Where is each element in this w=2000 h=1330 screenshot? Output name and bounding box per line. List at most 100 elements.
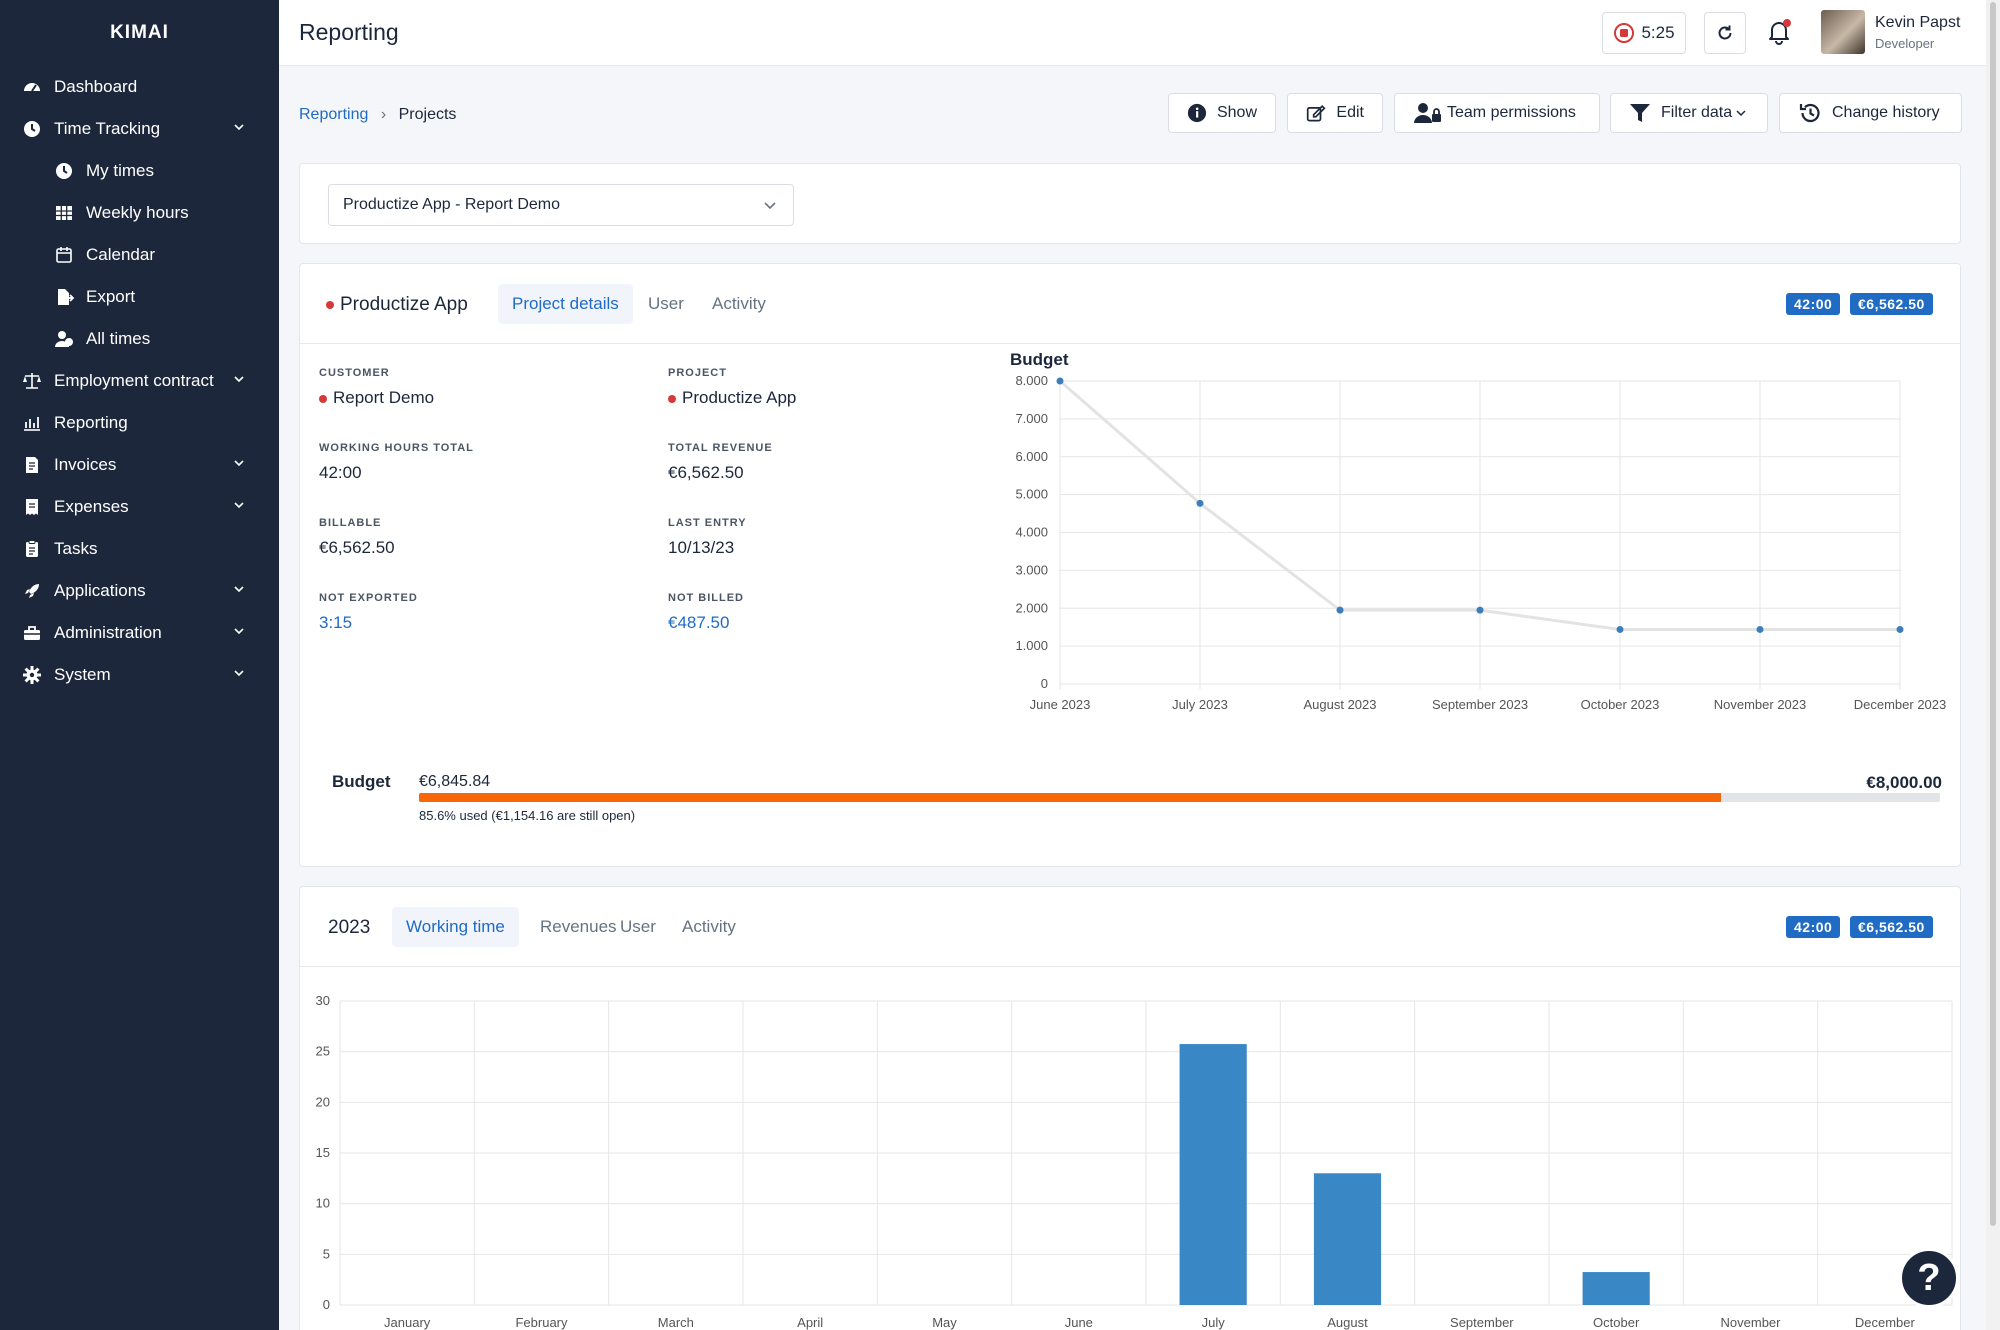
sidebar-item-calendar[interactable]: Calendar xyxy=(0,234,279,276)
page-scrollbar[interactable] xyxy=(1986,0,2000,1330)
last-entry-label: LAST ENTRY xyxy=(668,517,747,529)
user-name[interactable]: Kevin Papst xyxy=(1875,14,1961,31)
x-tick-label: September xyxy=(1450,1315,1514,1330)
sidebar-item-employment-contract[interactable]: Employment contract xyxy=(0,360,279,402)
history-icon xyxy=(1799,103,1820,123)
project-label: PROJECT xyxy=(668,367,727,379)
y-tick-label: 8.000 xyxy=(1015,373,1048,388)
notifications-button[interactable] xyxy=(1766,18,1796,48)
user-role: Developer xyxy=(1875,36,1935,51)
sidebar: KIMAI Dashboard Time Tracking My times Week… xyxy=(0,0,279,1330)
edit-button[interactable]: Edit xyxy=(1287,93,1383,133)
customer-name: Report Demo xyxy=(333,388,435,407)
x-tick-label: December 2023 xyxy=(1854,697,1947,712)
x-tick-label: February xyxy=(515,1315,568,1330)
sidebar-item-applications[interactable]: Applications xyxy=(0,570,279,612)
x-tick-label: May xyxy=(932,1315,957,1330)
project-color-dot xyxy=(326,300,334,309)
tab-project-details[interactable]: Project details xyxy=(498,284,633,324)
sidebar-item-dashboard[interactable]: Dashboard xyxy=(0,66,279,108)
clock-icon xyxy=(22,119,42,139)
data-point[interactable] xyxy=(1756,625,1764,633)
sidebar-item-label: Tasks xyxy=(54,539,98,558)
year-card-header: 2023 Working time Revenues User Activity… xyxy=(300,887,1960,967)
user-avatar[interactable] xyxy=(1821,10,1865,54)
y-tick-label: 7.000 xyxy=(1015,411,1048,426)
scrollbar-thumb[interactable] xyxy=(1990,2,1996,1226)
revenue-label: TOTAL REVENUE xyxy=(668,442,773,454)
sidebar-item-label: My times xyxy=(86,161,154,180)
sidebar-item-label: Expenses xyxy=(54,497,129,516)
bar-october[interactable] xyxy=(1582,1272,1650,1305)
brand-logo[interactable]: KIMAI xyxy=(110,22,169,43)
sidebar-item-weekly-hours[interactable]: Weekly hours xyxy=(0,192,279,234)
show-button[interactable]: Show xyxy=(1168,93,1276,133)
not-exported-value[interactable]: 3:15 xyxy=(319,613,353,632)
x-tick-label: November 2023 xyxy=(1714,697,1807,712)
sidebar-item-system[interactable]: System xyxy=(0,654,279,696)
clipboard-icon xyxy=(22,539,42,559)
sidebar-item-my-times[interactable]: My times xyxy=(0,150,279,192)
x-tick-label: January xyxy=(384,1315,431,1330)
active-timer-button[interactable]: 5:25 xyxy=(1602,12,1686,54)
not-billed-value[interactable]: €487.50 xyxy=(668,613,730,632)
sidebar-item-label: All times xyxy=(86,329,151,348)
sidebar-item-expenses[interactable]: Expenses xyxy=(0,486,279,528)
project-select[interactable]: Productize App - Report Demo xyxy=(328,184,794,226)
sidebar-item-time-tracking[interactable]: Time Tracking xyxy=(0,108,279,150)
bar-july[interactable] xyxy=(1179,1044,1247,1305)
project-selector-card: Productize App - Report Demo xyxy=(299,163,1961,244)
show-label: Show xyxy=(1216,104,1257,121)
data-point[interactable] xyxy=(1616,625,1624,633)
project-select-value: Productize App - Report Demo xyxy=(343,196,560,213)
tab-revenues[interactable]: Revenues xyxy=(540,917,617,936)
change-history-button[interactable]: Change history xyxy=(1779,93,1962,133)
budget-progress-fill xyxy=(419,793,1721,802)
x-tick-label: August 2023 xyxy=(1303,697,1376,712)
chevron-down-icon xyxy=(764,202,776,210)
calendar-icon xyxy=(54,245,74,265)
data-point[interactable] xyxy=(1896,625,1904,633)
tab-activity[interactable]: Activity xyxy=(682,917,736,936)
sidebar-item-invoices[interactable]: Invoices xyxy=(0,444,279,486)
tab-user[interactable]: User xyxy=(648,294,684,313)
chevron-down-icon xyxy=(234,502,244,509)
bell-icon xyxy=(1769,19,1791,45)
sidebar-item-export[interactable]: Export xyxy=(0,276,279,318)
tab-working-time[interactable]: Working time xyxy=(392,907,519,947)
data-point[interactable] xyxy=(1476,606,1484,614)
tab-activity[interactable]: Activity xyxy=(712,294,766,313)
team-permissions-button[interactable]: Team permissions xyxy=(1394,93,1600,133)
chevron-down-icon xyxy=(1736,110,1746,117)
x-tick-label: October 2023 xyxy=(1581,697,1660,712)
sidebar-item-label: Export xyxy=(86,287,136,306)
sidebar-item-label: Dashboard xyxy=(54,77,138,96)
project-value: Productize App xyxy=(668,388,796,408)
sidebar-item-label: System xyxy=(54,665,111,684)
chevron-down-icon xyxy=(234,628,244,635)
not-billed-label: NOT BILLED xyxy=(668,592,744,604)
x-tick-label: August xyxy=(1327,1315,1368,1330)
filter-data-button[interactable]: Filter data xyxy=(1610,93,1768,133)
sidebar-nav: Dashboard Time Tracking My times Weekly hou… xyxy=(0,66,279,696)
sidebar-item-reporting[interactable]: Reporting xyxy=(0,402,279,444)
y-tick-label: 0 xyxy=(1041,676,1048,691)
breadcrumb-reporting-link[interactable]: Reporting xyxy=(299,106,369,123)
chart-icon xyxy=(22,413,42,433)
tab-user[interactable]: User xyxy=(620,917,656,936)
data-point[interactable] xyxy=(1336,606,1344,614)
x-tick-label: September 2023 xyxy=(1432,697,1528,712)
data-point[interactable] xyxy=(1196,499,1204,507)
refresh-button[interactable] xyxy=(1704,12,1746,54)
x-tick-label: June 2023 xyxy=(1030,697,1091,712)
hours-badge: 42:00 xyxy=(1786,916,1841,938)
bar-august[interactable] xyxy=(1313,1173,1382,1305)
gear-icon xyxy=(22,665,42,685)
sidebar-item-tasks[interactable]: Tasks xyxy=(0,528,279,570)
customer-label: CUSTOMER xyxy=(319,367,390,379)
receipt-icon xyxy=(22,497,42,517)
sidebar-item-all-times[interactable]: All times xyxy=(0,318,279,360)
data-point[interactable] xyxy=(1056,377,1064,385)
sidebar-item-administration[interactable]: Administration xyxy=(0,612,279,654)
help-button[interactable]: ? xyxy=(1899,1248,1959,1308)
